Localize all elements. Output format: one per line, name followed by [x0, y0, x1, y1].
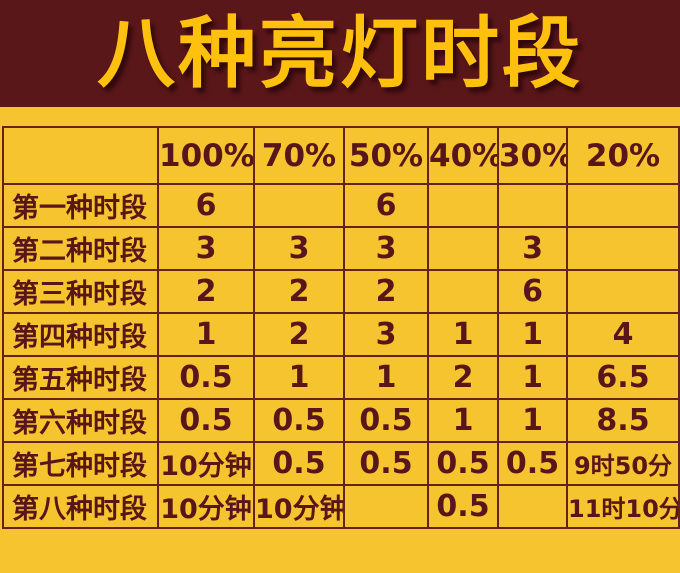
- header-percent-cell: 30%: [497, 126, 568, 185]
- cell-value: 1: [497, 398, 568, 443]
- cell-value: 11时10分: [566, 484, 680, 529]
- cell-value: 2: [253, 269, 345, 314]
- cell-value: 2: [157, 269, 255, 314]
- cell-value: 10分钟: [157, 441, 255, 486]
- cell-value: 0.5: [497, 441, 568, 486]
- cell-value: 0.5: [427, 484, 499, 529]
- cell-value: 1: [427, 398, 499, 443]
- table-row: 第五种时段 0.5 1 1 2 1 6.5: [2, 355, 680, 400]
- cell-value: 1: [157, 312, 255, 357]
- table-row: 第七种时段 10分钟 0.5 0.5 0.5 0.5 9时50分: [2, 441, 680, 486]
- cell-value: 0.5: [253, 398, 345, 443]
- cell-value: [566, 226, 680, 271]
- row-label: 第五种时段: [2, 355, 159, 400]
- cell-value: [566, 269, 680, 314]
- table-row: 第二种时段 3 3 3 3: [2, 226, 680, 271]
- cell-value: [427, 226, 499, 271]
- table-body: 第一种时段 6 6 第二种时段 3 3 3 3 第三种时段 2 2 2 6 第四种时段 1 2 3 1 1 4 第五种时…: [2, 183, 680, 529]
- cell-value: [427, 183, 499, 228]
- cell-value: 1: [497, 355, 568, 400]
- row-label: 第一种时段: [2, 183, 159, 228]
- cell-value: 10分钟: [253, 484, 345, 529]
- table-row: 第三种时段 2 2 2 6: [2, 269, 680, 314]
- lighting-schedule-table: 100% 70% 50% 40% 30% 20% 第一种时段 6 6 第二种时段 3 3 3 3 第三种时…: [2, 126, 680, 529]
- cell-value: 0.5: [157, 398, 255, 443]
- cell-value: [253, 183, 345, 228]
- cell-value: [497, 183, 568, 228]
- cell-value: 6: [497, 269, 568, 314]
- table-row: 第四种时段 1 2 3 1 1 4: [2, 312, 680, 357]
- row-label: 第八种时段: [2, 484, 159, 529]
- cell-value: 8.5: [566, 398, 680, 443]
- cell-value: 6: [157, 183, 255, 228]
- cell-value: 1: [343, 355, 429, 400]
- cell-value: 3: [497, 226, 568, 271]
- cell-value: 3: [343, 226, 429, 271]
- cell-value: 6: [343, 183, 429, 228]
- cell-value: [427, 269, 499, 314]
- cell-value: 0.5: [427, 441, 499, 486]
- row-label: 第二种时段: [2, 226, 159, 271]
- cell-value: 0.5: [157, 355, 255, 400]
- cell-value: 1: [253, 355, 345, 400]
- cell-value: 2: [253, 312, 345, 357]
- header-percent-cell: 40%: [427, 126, 499, 185]
- cell-value: 3: [157, 226, 255, 271]
- cell-value: 9时50分: [566, 441, 680, 486]
- table-header: 100% 70% 50% 40% 30% 20%: [2, 126, 680, 185]
- cell-value: 1: [497, 312, 568, 357]
- table-row: 第一种时段 6 6: [2, 183, 680, 228]
- header-percent-cell: 20%: [566, 126, 680, 185]
- title-banner: 八种亮灯时段: [0, 0, 680, 107]
- header-blank-cell: [2, 126, 159, 185]
- cell-value: 0.5: [253, 441, 345, 486]
- header-percent-cell: 70%: [253, 126, 345, 185]
- cell-value: [497, 484, 568, 529]
- row-label: 第四种时段: [2, 312, 159, 357]
- header-percent-cell: 50%: [343, 126, 429, 185]
- cell-value: 3: [253, 226, 345, 271]
- cell-value: 1: [427, 312, 499, 357]
- table-row: 第六种时段 0.5 0.5 0.5 1 1 8.5: [2, 398, 680, 443]
- cell-value: 0.5: [343, 398, 429, 443]
- cell-value: [566, 183, 680, 228]
- page-title: 八种亮灯时段: [96, 8, 583, 99]
- row-label: 第三种时段: [2, 269, 159, 314]
- header-percent-cell: 100%: [157, 126, 255, 185]
- cell-value: 2: [343, 269, 429, 314]
- cell-value: 0.5: [343, 441, 429, 486]
- row-label: 第七种时段: [2, 441, 159, 486]
- cell-value: 3: [343, 312, 429, 357]
- cell-value: 2: [427, 355, 499, 400]
- cell-value: [343, 484, 429, 529]
- cell-value: 4: [566, 312, 680, 357]
- cell-value: 6.5: [566, 355, 680, 400]
- cell-value: 10分钟: [157, 484, 255, 529]
- row-label: 第六种时段: [2, 398, 159, 443]
- header-row: 100% 70% 50% 40% 30% 20%: [2, 126, 680, 185]
- table-row: 第八种时段 10分钟 10分钟 0.5 11时10分: [2, 484, 680, 529]
